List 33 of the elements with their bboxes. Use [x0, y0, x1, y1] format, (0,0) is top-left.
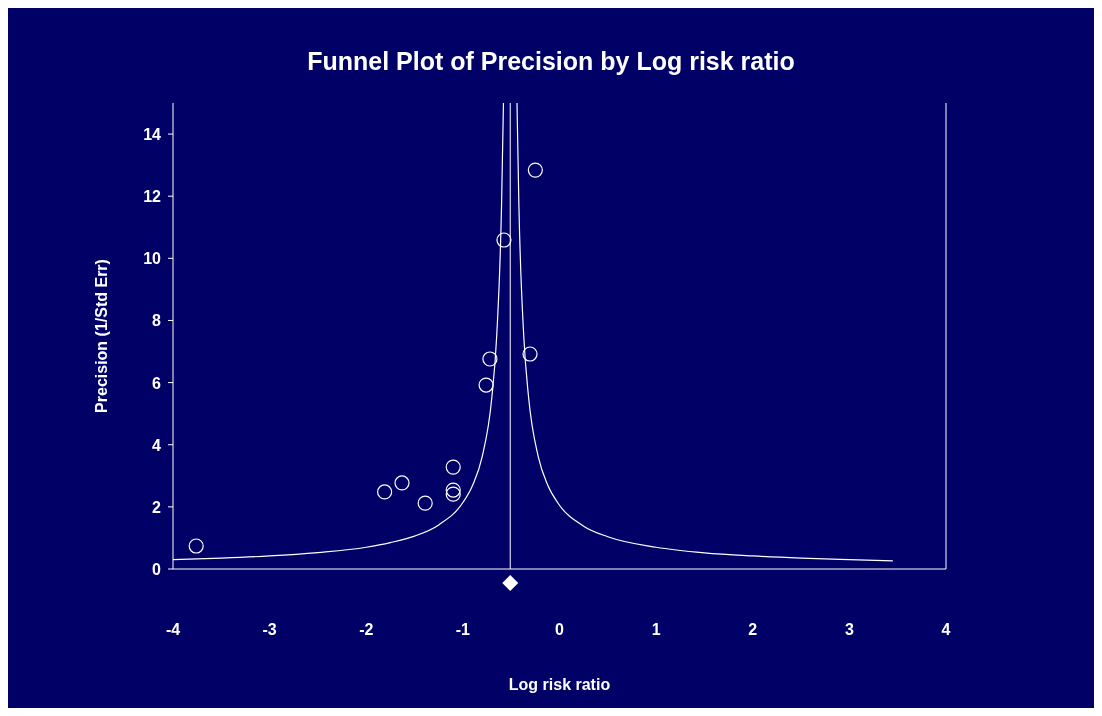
y-tick-label: 8: [152, 312, 162, 330]
x-tick-label: 4: [941, 621, 951, 638]
y-tick-label: 14: [143, 126, 162, 144]
x-axis-title: Log risk ratio: [508, 676, 611, 693]
x-tick-label: -3: [262, 621, 277, 638]
point: [496, 232, 512, 248]
x-tick-label: 2: [748, 621, 758, 638]
line-series: [516, 102, 894, 562]
point: [377, 484, 393, 500]
y-tick-label: 12: [143, 188, 162, 206]
y-tick-label: 6: [152, 374, 162, 392]
point: [527, 162, 543, 178]
x-tick-label: 1: [651, 621, 661, 638]
y-tick-label: 10: [143, 250, 162, 268]
y-tick-label: 4: [152, 436, 162, 454]
point: [445, 459, 461, 475]
point: [417, 495, 433, 511]
y-axis-title: Precision (1/Std Err): [93, 259, 110, 413]
point: [188, 538, 204, 554]
x-tick-label: -2: [359, 621, 374, 638]
point: [522, 346, 538, 362]
x-tick-label: -1: [455, 621, 471, 638]
y-tick-label: 2: [152, 498, 162, 516]
point: [445, 482, 461, 498]
point: [478, 377, 494, 393]
point: [445, 486, 461, 502]
point: [482, 351, 498, 367]
x-tick-label: -4: [165, 621, 181, 638]
point: [394, 475, 410, 491]
x-tick-label: 3: [844, 621, 854, 638]
y-tick-label: 0: [152, 561, 162, 578]
chart-title: Funnel Plot of Precision by Log risk ratio: [307, 47, 795, 75]
x-tick-label: 0: [555, 621, 565, 638]
